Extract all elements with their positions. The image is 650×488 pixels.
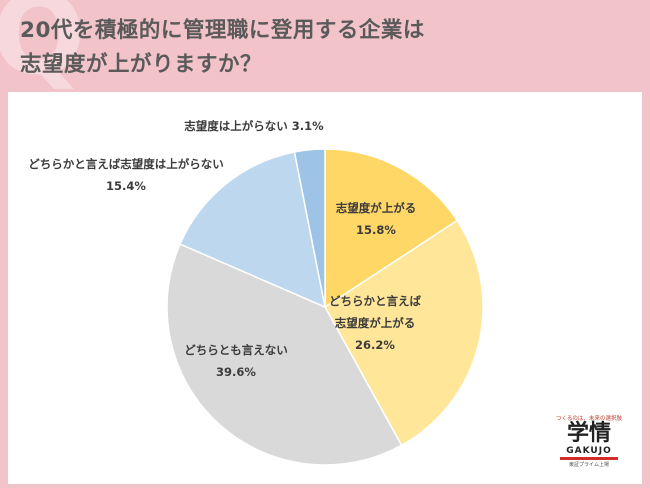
pie-slice-3 xyxy=(166,243,403,466)
pie-slice-4 xyxy=(179,151,327,309)
slice-label-4: どちらかと言えば志望度は上がらない 15.4% xyxy=(28,157,224,193)
pie-slice-1 xyxy=(324,148,459,309)
logo-kanji: 学情 xyxy=(566,421,611,446)
pie-slice-5 xyxy=(293,148,326,308)
slice-label-5: 志望度は上がらない 3.1% xyxy=(184,119,324,133)
pie-chart: 志望度が上がる 15.8% どちらかと言えば志望度が上がる 26.2% どちらとも言えな… xyxy=(28,119,484,466)
logo-tagline: つくるのは、未来の選択肢 xyxy=(556,416,622,422)
logo-roman: GAKUJO xyxy=(566,446,612,456)
title-line-1: 20代を積極的に管理職に登用する企業は xyxy=(20,18,425,43)
logo-subline: 東証プライム上場 xyxy=(569,462,609,468)
page-title: 20代を積極的に管理職に登用する企業は 志望度が上がりますか？ xyxy=(20,14,630,82)
slice-label-2: どちらかと言えば志望度が上がる 26.2% xyxy=(329,294,421,352)
chart-panel: 志望度が上がる 15.8% どちらかと言えば志望度が上がる 26.2% どちらとも言えな… xyxy=(8,92,642,484)
question-mark-watermark: Q xyxy=(0,0,86,99)
slice-label-1: 志望度が上がる 15.8% xyxy=(336,201,417,237)
gakujo-logo: つくるのは、未来の選択肢 学情 GAKUJO 東証プライム上場 xyxy=(554,414,624,468)
logo-red-bar xyxy=(560,457,618,460)
slice-label-3: どちらとも言えない 39.6% xyxy=(184,343,288,379)
title-line-2: 志望度が上がりますか？ xyxy=(20,52,263,77)
pie-slice-2 xyxy=(324,219,484,447)
